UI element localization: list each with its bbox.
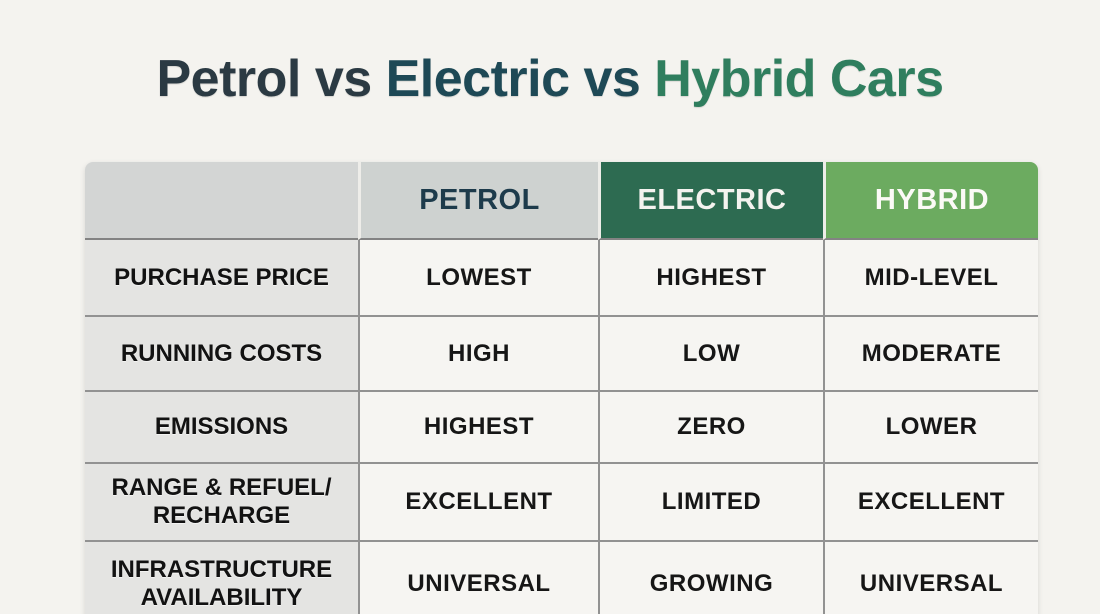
- title-segment-electric: Electric vs: [385, 50, 655, 108]
- row-label-infrastructure-availability: INFRASTRUCTURE AVAILABILITY: [85, 540, 358, 614]
- row-label-purchase-price: PURCHASE PRICE: [85, 240, 358, 315]
- cell-range-petrol: EXCELLENT: [358, 462, 598, 540]
- cell-purchase-price-hybrid: MID-LEVEL: [823, 240, 1038, 315]
- table-corner-cell: [85, 162, 358, 240]
- row-label-range-refuel-recharge: RANGE & REFUEL/ RECHARGE: [85, 462, 358, 540]
- cell-infrastructure-petrol: UNIVERSAL: [358, 540, 598, 614]
- comparison-table: PETROL ELECTRIC HYBRID PURCHASE PRICE LO…: [85, 162, 1038, 614]
- page-title: Petrol vs Electric vs Hybrid Cars: [0, 44, 1100, 114]
- column-header-electric: ELECTRIC: [598, 162, 823, 240]
- title-segment-hybrid: Hybrid Cars: [654, 50, 944, 108]
- cell-emissions-electric: ZERO: [598, 390, 823, 462]
- cell-emissions-hybrid: LOWER: [823, 390, 1038, 462]
- cell-running-costs-hybrid: MODERATE: [823, 315, 1038, 390]
- cell-purchase-price-electric: HIGHEST: [598, 240, 823, 315]
- cell-infrastructure-electric: GROWING: [598, 540, 823, 614]
- row-label-emissions: EMISSIONS: [85, 390, 358, 462]
- cell-running-costs-petrol: HIGH: [358, 315, 598, 390]
- cell-range-electric: LIMITED: [598, 462, 823, 540]
- cell-purchase-price-petrol: LOWEST: [358, 240, 598, 315]
- title-segment-petrol: Petrol vs: [156, 50, 386, 108]
- cell-infrastructure-hybrid: UNIVERSAL: [823, 540, 1038, 614]
- cell-emissions-petrol: HIGHEST: [358, 390, 598, 462]
- row-label-running-costs: RUNNING COSTS: [85, 315, 358, 390]
- cell-running-costs-electric: LOW: [598, 315, 823, 390]
- column-header-hybrid: HYBRID: [823, 162, 1038, 240]
- cell-range-hybrid: EXCELLENT: [823, 462, 1038, 540]
- column-header-petrol: PETROL: [358, 162, 598, 240]
